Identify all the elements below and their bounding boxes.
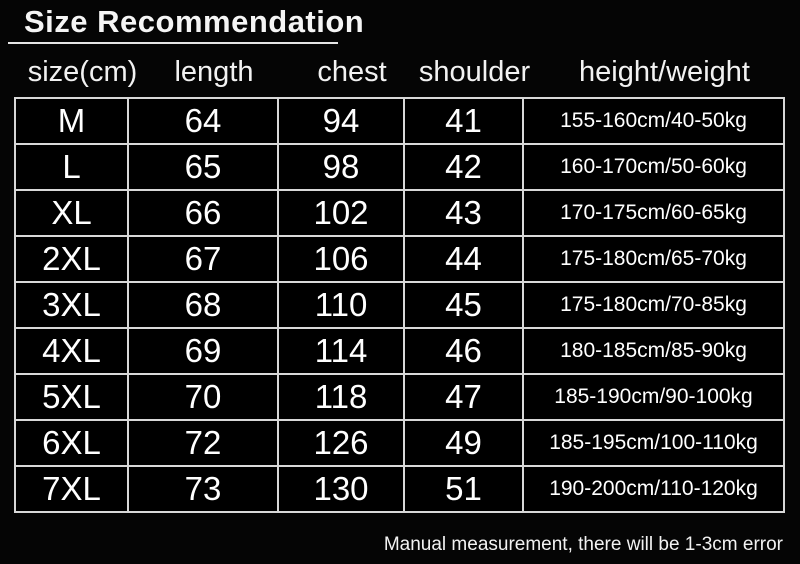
length-cell: 64 — [127, 97, 279, 145]
shoulder-cell: 41 — [403, 97, 524, 145]
length-cell: 65 — [127, 143, 279, 191]
chest-cell: 94 — [277, 97, 405, 145]
chest-cell: 130 — [277, 465, 405, 513]
table-row: 7XL 73 130 51 190-200cm/110-120kg — [14, 465, 785, 513]
size-cell: 4XL — [14, 327, 129, 375]
height-weight-cell: 175-180cm/65-70kg — [522, 235, 785, 283]
height-weight-cell: 180-185cm/85-90kg — [522, 327, 785, 375]
height-weight-cell: 170-175cm/60-65kg — [522, 189, 785, 237]
chest-cell: 98 — [277, 143, 405, 191]
column-header-length: length — [174, 55, 254, 88]
table-row: XL 66 102 43 170-175cm/60-65kg — [14, 189, 785, 237]
chest-cell: 102 — [277, 189, 405, 237]
shoulder-cell: 47 — [403, 373, 524, 421]
length-cell: 66 — [127, 189, 279, 237]
size-table-body: M 64 94 41 155-160cm/40-50kg L 65 98 42 160-170cm… — [14, 97, 785, 513]
height-weight-cell: 185-190cm/90-100kg — [522, 373, 785, 421]
table-row: 6XL 72 126 49 185-195cm/100-110kg — [14, 419, 785, 467]
size-cell: L — [14, 143, 129, 191]
column-header-size: size(cm) — [27, 55, 138, 88]
table-header-row: size(cm) length chest shoulder height/we… — [26, 50, 795, 94]
chest-cell: 126 — [277, 419, 405, 467]
shoulder-cell: 45 — [403, 281, 524, 329]
shoulder-cell: 43 — [403, 189, 524, 237]
height-weight-cell: 160-170cm/50-60kg — [522, 143, 785, 191]
shoulder-cell: 49 — [403, 419, 524, 467]
table-row: L 65 98 42 160-170cm/50-60kg — [14, 143, 785, 191]
shoulder-cell: 42 — [403, 143, 524, 191]
height-weight-cell: 155-160cm/40-50kg — [522, 97, 785, 145]
page-title: Size Recommendation — [24, 4, 365, 39]
height-weight-cell: 175-180cm/70-85kg — [522, 281, 785, 329]
table-row: 2XL 67 106 44 175-180cm/65-70kg — [14, 235, 785, 283]
chest-cell: 114 — [277, 327, 405, 375]
column-header-height-weight: height/weight — [579, 55, 750, 88]
length-cell: 72 — [127, 419, 279, 467]
chest-cell: 106 — [277, 235, 405, 283]
title-underline — [8, 42, 338, 44]
size-cell: 2XL — [14, 235, 129, 283]
size-cell: 6XL — [14, 419, 129, 467]
chest-cell: 118 — [277, 373, 405, 421]
column-header-shoulder: shoulder — [418, 55, 531, 88]
size-cell: M — [14, 97, 129, 145]
size-table: M 64 94 41 155-160cm/40-50kg L 65 98 42 160-170cm… — [14, 97, 785, 513]
size-cell: 5XL — [14, 373, 129, 421]
size-cell: 7XL — [14, 465, 129, 513]
length-cell: 68 — [127, 281, 279, 329]
length-cell: 69 — [127, 327, 279, 375]
shoulder-cell: 44 — [403, 235, 524, 283]
chest-cell: 110 — [277, 281, 405, 329]
table-row: 4XL 69 114 46 180-185cm/85-90kg — [14, 327, 785, 375]
length-cell: 70 — [127, 373, 279, 421]
height-weight-cell: 185-195cm/100-110kg — [522, 419, 785, 467]
length-cell: 67 — [127, 235, 279, 283]
shoulder-cell: 46 — [403, 327, 524, 375]
shoulder-cell: 51 — [403, 465, 524, 513]
table-row: 5XL 70 118 47 185-190cm/90-100kg — [14, 373, 785, 421]
size-cell: XL — [14, 189, 129, 237]
footer-note: Manual measurement, there will be 1-3cm … — [383, 534, 783, 555]
size-cell: 3XL — [14, 281, 129, 329]
height-weight-cell: 190-200cm/110-120kg — [522, 465, 785, 513]
table-row: 3XL 68 110 45 175-180cm/70-85kg — [14, 281, 785, 329]
column-header-chest: chest — [317, 55, 387, 88]
length-cell: 73 — [127, 465, 279, 513]
table-row: M 64 94 41 155-160cm/40-50kg — [14, 97, 785, 145]
